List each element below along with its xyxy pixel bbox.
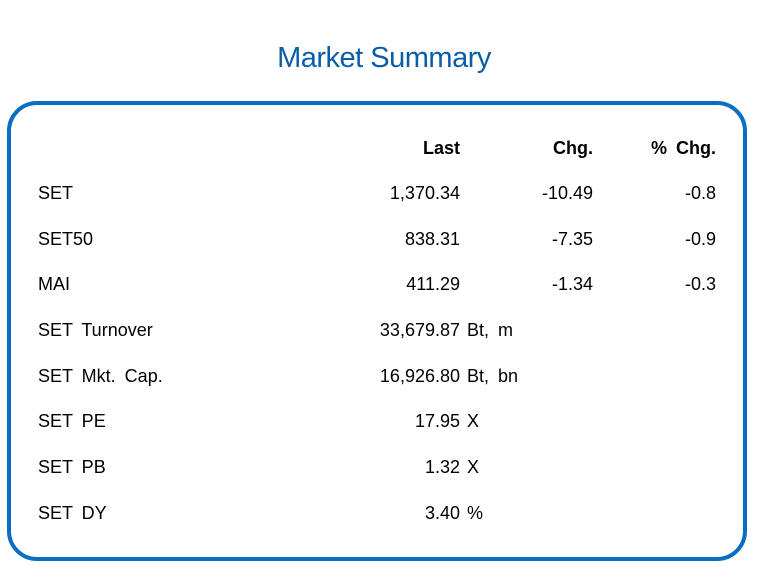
set-pb-unit: X [467, 457, 480, 477]
set-pe-value: 17.95 [414, 411, 460, 431]
row-label-set-dy: SET DY [38, 503, 107, 523]
row-label-set: SET [38, 183, 74, 203]
mai-last-value: 411.29 [406, 274, 460, 294]
row-label-mai: MAI [38, 274, 71, 294]
set-last-value: 1,370.34 [389, 183, 460, 203]
set-turnover-value: 33,679.87 [379, 320, 460, 340]
summary-panel [7, 101, 747, 561]
mai-chg-value: -1.34 [551, 274, 593, 294]
column-header-last: Last [422, 138, 460, 158]
mai-pct-chg-value: -0.3 [684, 274, 716, 294]
set-turnover-unit: Bt, m [467, 320, 514, 340]
column-header-pct-chg: % Chg. [651, 138, 716, 158]
set-mkt-cap-unit: Bt, bn [467, 366, 519, 386]
row-label-set-turnover: SET Turnover [38, 320, 153, 340]
set-chg-value: -10.49 [541, 183, 593, 203]
set-dy-unit: % [467, 503, 484, 523]
set-pe-unit: X [467, 411, 480, 431]
row-label-set-pe: SET PE [38, 411, 106, 431]
set-mkt-cap-value: 16,926.80 [379, 366, 460, 386]
row-label-set50: SET50 [38, 229, 94, 249]
set-dy-value: 3.40 [424, 503, 460, 523]
row-label-set-mkt-cap: SET Mkt. Cap. [38, 366, 163, 386]
set-pb-value: 1.32 [424, 457, 460, 477]
page-title: Market Summary [277, 42, 491, 74]
set50-pct-chg-value: -0.9 [684, 229, 716, 249]
row-label-set-pb: SET PB [38, 457, 106, 477]
set-pct-chg-value: -0.8 [684, 183, 716, 203]
set50-chg-value: -7.35 [551, 229, 593, 249]
set50-last-value: 838.31 [404, 229, 460, 249]
column-header-chg: Chg. [553, 138, 593, 158]
